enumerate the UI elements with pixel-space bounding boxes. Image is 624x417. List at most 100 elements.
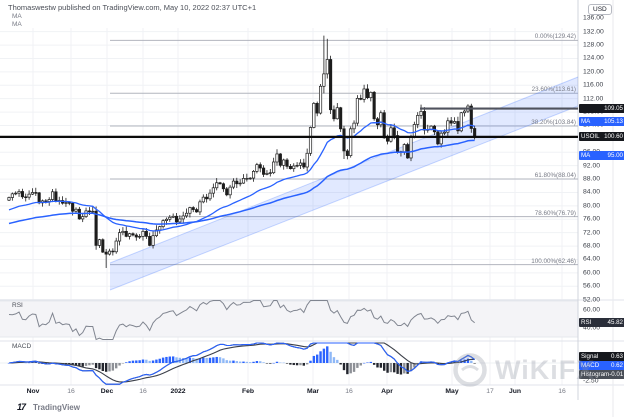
macd-histogram-bar — [466, 358, 470, 363]
macd-histogram-bar — [198, 358, 202, 363]
macd-histogram-bar — [413, 363, 416, 368]
candle-body — [188, 207, 192, 214]
candle-body — [134, 234, 138, 238]
candle-body — [218, 182, 222, 185]
candle-body — [195, 209, 199, 213]
ma-overlay-label-2: MA — [12, 20, 22, 28]
candle-body — [312, 103, 316, 128]
candle-body — [252, 171, 256, 179]
macd-histogram-bar — [356, 363, 359, 368]
macd-histogram-bar — [238, 361, 242, 363]
rsi-pane-label: RSI — [12, 302, 23, 309]
macd-histogram-bar — [182, 357, 185, 363]
macd-histogram-bar — [453, 361, 456, 363]
fib-label: 23.60%(113.61) — [531, 86, 576, 94]
candle-body — [225, 188, 229, 196]
macd-histogram-bar — [185, 358, 188, 363]
x-axis-tick-label: 2022 — [170, 388, 186, 395]
macd-histogram-bar — [165, 356, 168, 363]
candle-body — [285, 159, 289, 167]
fib-label: 61.80%(88.04) — [534, 171, 576, 179]
candle-body — [47, 199, 51, 202]
macd-histogram-bar — [158, 358, 161, 363]
x-axis-tick-label: Jun — [508, 388, 522, 395]
price-axis-label: 72.00 — [583, 229, 601, 237]
macd-histogram-bar — [255, 361, 259, 363]
currency-unit-button[interactable]: USD — [588, 4, 612, 15]
macd-histogram-bar — [389, 363, 393, 373]
fib-label: 38.20%(103.84) — [531, 119, 576, 126]
macd-histogram-bar — [322, 348, 326, 363]
macd-histogram-bar — [352, 363, 356, 372]
candle-body — [302, 162, 306, 168]
candle-body — [107, 250, 112, 255]
macd-histogram-bar — [369, 361, 372, 363]
candle-body — [419, 111, 423, 116]
candle-body — [81, 216, 85, 220]
macd-histogram-bar — [155, 359, 158, 363]
candle-body — [50, 191, 55, 200]
macd-histogram-bar — [376, 363, 379, 368]
price-axis-label: 56.00 — [583, 282, 601, 290]
macd-histogram-bar — [225, 360, 228, 363]
macd-histogram-bar — [289, 363, 292, 365]
x-axis-tick-label: Mar — [306, 388, 320, 395]
macd-histogram-bar — [218, 357, 222, 363]
candle-body — [335, 107, 339, 120]
candle-body — [144, 230, 148, 237]
slow-ma-line — [8, 139, 475, 225]
candle-body — [272, 161, 276, 174]
candle-body — [10, 193, 14, 198]
rsi-axis-label: 60.00 — [583, 306, 601, 314]
candle-body — [114, 240, 118, 253]
macd-histogram-bar — [135, 360, 138, 363]
candle-body — [416, 115, 420, 125]
macd-histogram-bar — [295, 363, 299, 366]
macd-pane-label: MACD — [12, 343, 32, 350]
candle-body — [446, 120, 450, 133]
candle-body — [386, 137, 390, 142]
macd-histogram-bar — [128, 361, 131, 363]
macd-histogram-bar — [7, 363, 11, 364]
candle-body — [459, 112, 463, 132]
candle-body — [185, 212, 189, 217]
candle-body — [305, 152, 309, 168]
candle-body — [329, 59, 333, 111]
macd-histogram-bar — [349, 363, 352, 374]
candle-body — [228, 186, 232, 196]
tradingview-brand-link[interactable]: TradingView — [33, 403, 80, 412]
macd-histogram-bar — [285, 363, 289, 364]
candle-body — [258, 164, 262, 169]
candle-body — [453, 121, 457, 124]
x-axis-tick-label: 16 — [67, 388, 75, 395]
macd-histogram-bar — [393, 363, 396, 373]
candle-body — [24, 196, 28, 198]
macd-histogram-bar — [282, 362, 285, 364]
macd-histogram-bar — [342, 363, 346, 371]
signal-line — [8, 342, 475, 383]
candle-body — [325, 59, 329, 75]
macd-histogram-bar — [299, 363, 302, 366]
macd-histogram-bar — [205, 357, 208, 363]
candle-body — [131, 233, 135, 236]
candle-body — [295, 164, 299, 167]
candle-body — [205, 196, 209, 200]
macd-histogram-bar — [259, 361, 262, 363]
candle-body — [255, 164, 259, 172]
candle-body — [235, 180, 239, 185]
macd-histogram-bar — [171, 356, 175, 363]
candle-body — [355, 97, 359, 124]
macd-histogram-bar — [228, 360, 232, 363]
candle-body — [37, 192, 41, 204]
macd-histogram-bar — [245, 361, 249, 363]
macd-value-badge: MACD 0.62 — [579, 360, 624, 370]
macd-histogram-bar — [161, 357, 165, 363]
macd-histogram-bar — [94, 363, 98, 369]
fib-label: 100.00%(62.46) — [531, 257, 576, 265]
macd-axis-label: -2.50 — [583, 377, 599, 385]
candle-body — [339, 107, 343, 130]
candle-body — [124, 230, 128, 237]
price-axis-label: 136.00 — [583, 14, 604, 22]
candle-body — [64, 202, 68, 204]
